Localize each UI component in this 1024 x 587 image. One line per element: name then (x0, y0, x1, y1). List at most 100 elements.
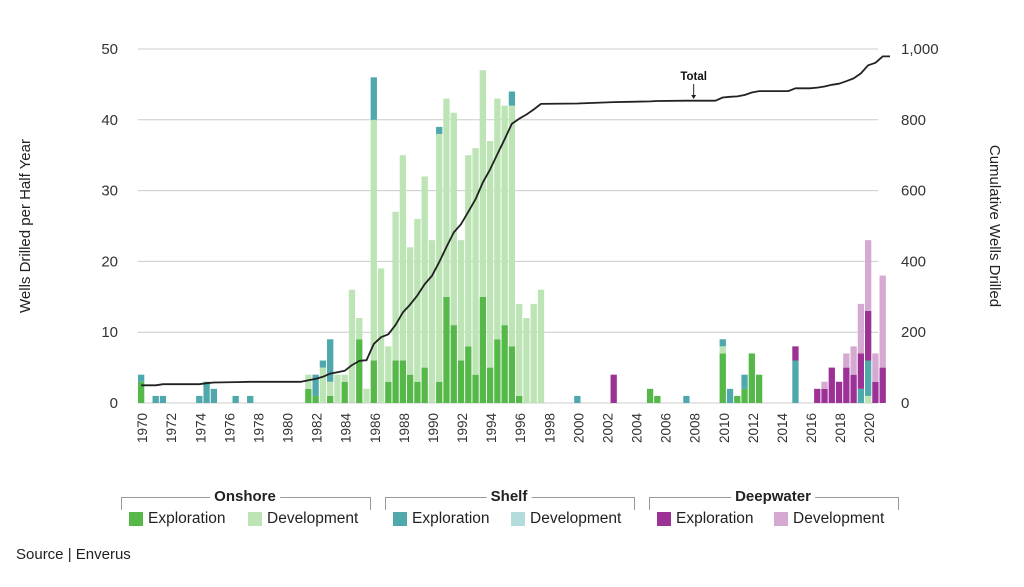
bar-segment-deepwater-development (872, 353, 879, 382)
bar-segment-shelf-exploration (792, 360, 799, 403)
bar-segment-deepwater-exploration (814, 388, 821, 403)
bars (138, 70, 886, 403)
bar-segment-onshore-development (334, 374, 341, 403)
bar-segment-onshore-exploration (138, 381, 145, 403)
annotations: Total (680, 71, 707, 100)
bar-segment-onshore-development (348, 289, 356, 403)
legend-item-deepwater-exploration: Exploration (657, 510, 754, 528)
bar-segment-onshore-exploration (385, 381, 392, 403)
bar-segment-onshore-development (356, 318, 363, 340)
bar-segment-shelf-exploration (865, 360, 872, 396)
legend-item-shelf-development: Development (511, 510, 621, 528)
bar-segment-onshore-development (414, 218, 421, 382)
bar-segment-onshore-development (377, 268, 385, 403)
bar-segment-onshore-development (465, 155, 472, 347)
legend-label: Exploration (412, 510, 490, 527)
right-axis-ticks: 0 200 400 600 800 1,000 (901, 41, 939, 412)
bar-segment-shelf-exploration (726, 388, 734, 403)
bar-segment-shelf-exploration (312, 374, 319, 396)
bar-segment-onshore-development (327, 381, 334, 396)
cumulative-total-line (141, 55, 890, 387)
swatch-onshore-exploration (129, 512, 143, 526)
bar-segment-deepwater-exploration (835, 381, 843, 403)
bar-segment-shelf-exploration (436, 126, 443, 134)
x-tick-label: 2014 (775, 413, 790, 444)
bar-segment-shelf-exploration (203, 381, 210, 403)
bar-segment-onshore-development (486, 141, 494, 368)
bar-segment-onshore-exploration (356, 339, 363, 403)
bar-segment-deepwater-exploration (872, 381, 879, 403)
x-tick-label: 1996 (513, 413, 528, 443)
bar-segment-shelf-exploration (247, 395, 254, 403)
legend-group-title: Deepwater (731, 488, 815, 505)
swatch-shelf-exploration (393, 512, 407, 526)
x-tick-label: 1982 (310, 413, 325, 443)
left-axis-title: Wells Drilled per Half Year (17, 139, 34, 313)
bar-segment-onshore-development (305, 374, 312, 389)
bar-segment-onshore-development (472, 148, 479, 375)
x-tick-label: 1978 (251, 413, 266, 443)
bar-segment-shelf-exploration (719, 339, 726, 347)
bar-segment-onshore-development (392, 211, 399, 361)
bar-segment-deepwater-exploration (828, 367, 835, 403)
swatch-deepwater-development (774, 512, 788, 526)
legend-label: Development (530, 510, 622, 527)
swatch-shelf-development (511, 512, 525, 526)
bar-segment-deepwater-development (865, 240, 872, 311)
bar-segment-shelf-exploration (327, 339, 334, 382)
bar-segment-onshore-development (530, 303, 537, 403)
x-tick-label: 1992 (455, 413, 470, 443)
bar-segment-onshore-development (385, 346, 392, 382)
right-tick-label: 600 (901, 183, 926, 200)
bar-segment-onshore-exploration (414, 381, 421, 403)
bar-segment-onshore-exploration (646, 388, 654, 403)
x-tick-label: 2004 (630, 413, 645, 444)
bar-segment-onshore-exploration (486, 367, 494, 403)
left-tick-label: 0 (110, 395, 118, 412)
x-tick-label: 1988 (397, 413, 412, 443)
bar-segment-deepwater-exploration (865, 310, 872, 361)
left-axis-ticks: 0 10 20 30 40 50 (101, 41, 118, 412)
x-tick-label: 1976 (222, 413, 237, 443)
bar-segment-shelf-exploration (159, 395, 167, 403)
x-tick-label: 1984 (339, 413, 354, 444)
bar-segment-deepwater-exploration (850, 374, 857, 403)
annotation-arrow-head (691, 95, 697, 100)
left-tick-label: 10 (101, 324, 118, 341)
bar-segment-deepwater-exploration (792, 346, 799, 361)
bar-segment-onshore-exploration (392, 360, 399, 403)
bar-segment-deepwater-development (857, 303, 865, 354)
bar-segment-onshore-exploration (406, 374, 414, 403)
bar-segment-onshore-exploration (748, 353, 755, 403)
bar-segment-shelf-exploration (683, 395, 690, 403)
x-tick-label: 1972 (164, 413, 179, 443)
bar-segment-onshore-development (537, 289, 545, 403)
x-tick-label: 2008 (688, 413, 703, 443)
bar-segment-deepwater-exploration (843, 367, 850, 403)
bar-segment-shelf-exploration (319, 360, 327, 368)
bar-segment-shelf-exploration (138, 374, 145, 382)
x-tick-label: 2018 (833, 413, 848, 443)
bar-segment-onshore-development (450, 112, 457, 326)
x-tick-label: 2010 (717, 413, 732, 443)
bar-segment-onshore-development (341, 374, 348, 382)
bar-segment-deepwater-development (821, 381, 828, 389)
right-tick-label: 1,000 (901, 41, 939, 58)
bar-segment-onshore-development (865, 395, 872, 403)
bar-segment-onshore-exploration (450, 325, 457, 403)
x-axis-ticks: 1970 1972 1974 1976 1978 1980 1982 1984 1986 1988… (135, 413, 877, 444)
swatch-onshore-development (248, 512, 262, 526)
x-tick-label: 1990 (426, 413, 441, 443)
bar-segment-onshore-exploration (465, 346, 472, 403)
bar-segment-deepwater-exploration (857, 353, 865, 389)
bar-segment-onshore-exploration (457, 360, 465, 403)
legend-item-shelf-exploration: Exploration (393, 510, 490, 528)
bar-segment-shelf-exploration (232, 395, 239, 403)
x-tick-label: 2016 (804, 413, 819, 443)
right-tick-label: 0 (901, 395, 909, 412)
legend-group-title: Shelf (486, 488, 532, 505)
bar-segment-onshore-exploration (494, 339, 501, 403)
left-tick-label: 20 (101, 253, 118, 270)
x-tick-label: 1970 (135, 413, 150, 443)
bar-segment-onshore-exploration (755, 374, 763, 403)
